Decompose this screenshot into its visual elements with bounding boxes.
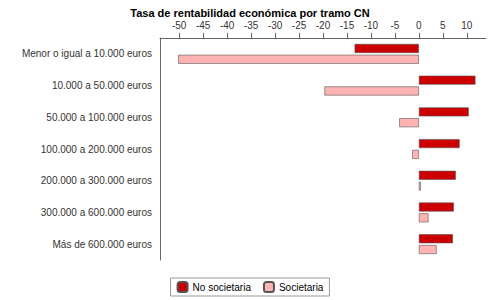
svg-text:Tasa de rentabilidad económica: Tasa de rentabilidad económica por tramo…	[130, 7, 369, 19]
svg-text:200.000 a 300.000 euros: 200.000 a 300.000 euros	[41, 175, 152, 186]
svg-text:50.000 a 100.000 euros: 50.000 a 100.000 euros	[46, 112, 152, 123]
svg-text:10: 10	[461, 20, 473, 31]
svg-text:10.000 a 50.000 euros: 10.000 a 50.000 euros	[52, 80, 152, 91]
svg-text:Más de 600.000 euros: Más de 600.000 euros	[52, 239, 152, 250]
svg-text:100.000 a 200.000 euros: 100.000 a 200.000 euros	[41, 144, 152, 155]
svg-text:-15: -15	[340, 20, 355, 31]
svg-text:-30: -30	[268, 20, 283, 31]
svg-text:Societaria: Societaria	[279, 282, 324, 293]
svg-text:-40: -40	[220, 20, 235, 31]
svg-text:-25: -25	[292, 20, 307, 31]
svg-text:Menor o igual a 10.000 euros: Menor o igual a 10.000 euros	[22, 48, 152, 59]
svg-text:0: 0	[416, 20, 422, 31]
svg-text:-10: -10	[364, 20, 379, 31]
svg-text:5: 5	[440, 20, 446, 31]
svg-text:300.000 a 600.000 euros: 300.000 a 600.000 euros	[41, 207, 152, 218]
svg-text:-45: -45	[196, 20, 211, 31]
svg-text:No societaria: No societaria	[193, 282, 252, 293]
svg-text:-50: -50	[172, 20, 187, 31]
svg-text:-5: -5	[390, 20, 399, 31]
svg-text:-35: -35	[244, 20, 259, 31]
svg-text:-20: -20	[316, 20, 331, 31]
